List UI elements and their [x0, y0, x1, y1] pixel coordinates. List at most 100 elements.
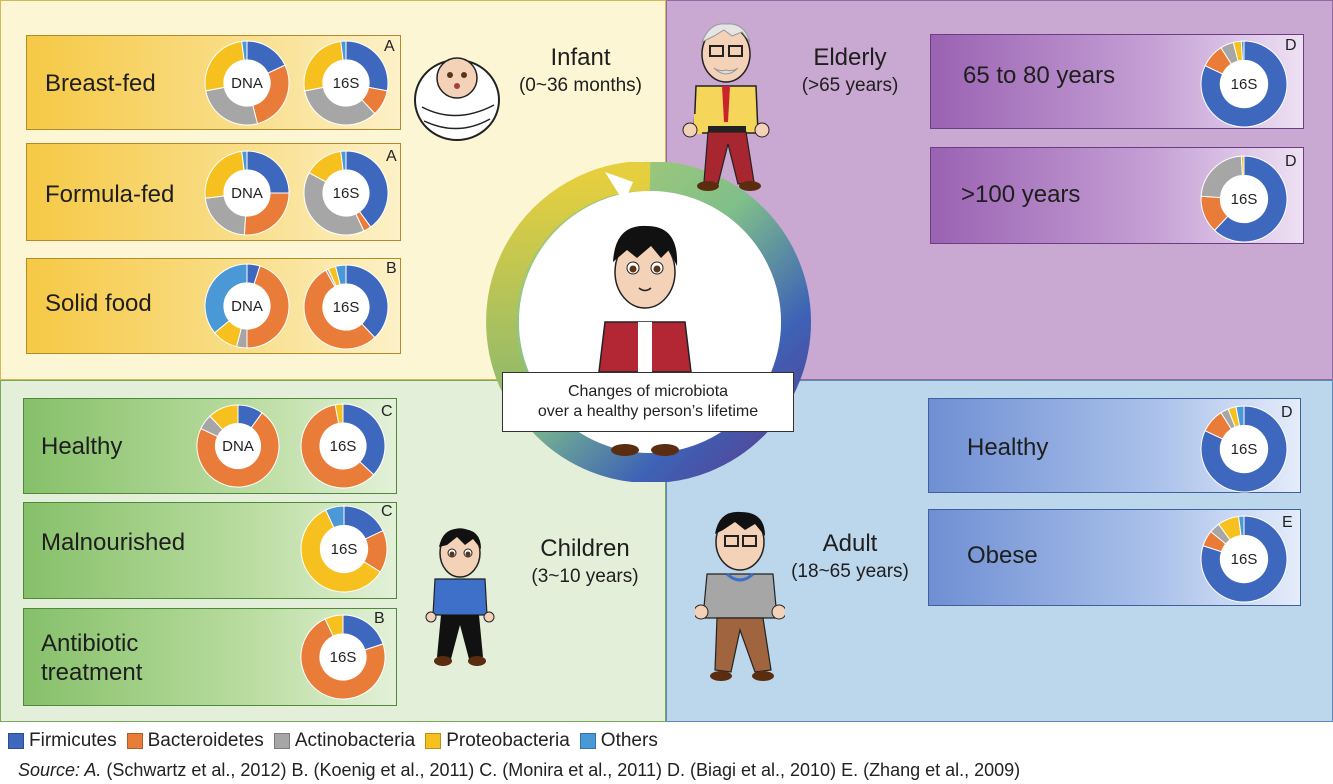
- donut-solidfood-dna: DNA: [204, 263, 290, 349]
- children-healthy-ref: C: [381, 403, 393, 420]
- infant-range: (0~36 months): [518, 75, 643, 96]
- lifecycle-ring: [486, 162, 811, 482]
- children-range: (3~10 years): [531, 566, 639, 587]
- source-label: Source: A.: [18, 760, 102, 780]
- malnourished-label: Malnourished: [41, 529, 186, 556]
- donut-formulafed-16s: 16S: [303, 150, 389, 236]
- adult-healthy-label: Healthy: [967, 434, 1049, 461]
- legend-label: Firmicutes: [29, 730, 117, 751]
- donut-breastfed-16s: 16S: [303, 40, 389, 126]
- donut-breastfed-dna: DNA: [204, 40, 290, 126]
- adult-man-icon: [695, 511, 785, 681]
- donut-method-label: 16S: [1231, 76, 1258, 93]
- donut-method-label: 16S: [333, 299, 360, 316]
- donut-hole: [319, 422, 367, 470]
- donut-method-label: 16S: [1231, 191, 1258, 208]
- source-line: Source: A. (Schwartz et al., 2012) B. (K…: [18, 760, 1020, 781]
- center-note-line1: Changes of microbiota: [567, 383, 729, 400]
- adult-stage-title: Adult (18~65 years): [775, 530, 925, 586]
- child-person-icon: [425, 528, 495, 666]
- legend-swatch: [8, 733, 24, 749]
- infant-baby-icon: [414, 57, 500, 141]
- children-title: Children: [540, 535, 630, 562]
- legend-item-others: Others: [579, 730, 658, 752]
- ring-gap-arrow: [605, 172, 633, 224]
- donut-hole: [319, 633, 367, 681]
- obese-ref: E: [1282, 514, 1293, 531]
- donut-method-label: DNA: [231, 75, 263, 92]
- donut-hole: [1220, 535, 1268, 583]
- donut-malnourished-16s: 16S: [300, 505, 388, 593]
- elderly-stage-title: Elderly (>65 years): [780, 44, 920, 100]
- donut-hole: [320, 525, 368, 573]
- formulafed-ref: A: [386, 148, 397, 165]
- elderly-title: Elderly: [813, 44, 887, 71]
- donut-obese-16s: 16S: [1200, 515, 1288, 603]
- donut-segment-firmicutes: [1213, 155, 1288, 243]
- donut-method-label: 16S: [330, 438, 357, 455]
- donut-hole: [1220, 425, 1268, 473]
- adult-healthy-ref: D: [1281, 404, 1293, 421]
- donut-method-label: 16S: [333, 185, 360, 202]
- source-text: (Schwartz et al., 2012) B. (Koenig et al…: [101, 760, 1021, 780]
- legend-label: Proteobacteria: [446, 730, 570, 751]
- obese-label: Obese: [967, 542, 1038, 569]
- donut-hole: [223, 282, 271, 330]
- legend-item-proteobacteria: Proteobacteria: [425, 730, 570, 752]
- donut-method-label: 16S: [333, 75, 360, 92]
- elderly-100-label: >100 years: [961, 181, 1081, 208]
- donut-hole: [215, 423, 261, 469]
- legend-label: Others: [600, 730, 658, 751]
- donut-formulafed-dna: DNA: [204, 150, 290, 236]
- donut-hole: [223, 169, 271, 217]
- infant-stage-title: Infant (0~36 months): [498, 44, 663, 100]
- antibiotic-label-line2: treatment: [41, 659, 143, 686]
- breastfed-ref: A: [384, 38, 395, 55]
- donut-adult-healthy-16s: 16S: [1200, 405, 1288, 493]
- legend-label: Bacteroidetes: [147, 730, 264, 751]
- donut-hole: [322, 283, 370, 331]
- donut-antibiotic-16s: 16S: [300, 614, 386, 700]
- elderly-range: (>65 years): [801, 75, 899, 96]
- solidfood-ref: B: [386, 260, 397, 277]
- donut-method-label: 16S: [1231, 551, 1258, 568]
- legend-item-bacteroidetes: Bacteroidetes: [126, 730, 264, 752]
- solidfood-label: Solid food: [45, 290, 152, 317]
- donut-method-label: DNA: [231, 185, 263, 202]
- legend: Firmicutes Bacteroidetes Actinobacteria Pro…: [8, 730, 668, 752]
- children-healthy-label: Healthy: [41, 433, 123, 460]
- donut-hole: [1220, 175, 1268, 223]
- infant-title: Infant: [550, 44, 611, 71]
- elderly-65-80-ref: D: [1285, 37, 1297, 54]
- donut-method-label: 16S: [331, 541, 358, 558]
- breastfed-label: Breast-fed: [45, 70, 156, 97]
- legend-label: Actinobacteria: [294, 730, 416, 751]
- donut-method-label: 16S: [330, 649, 357, 666]
- donut-elderly-100-16s: 16S: [1200, 155, 1288, 243]
- adult-range: (18~65 years): [791, 561, 909, 582]
- donut-method-label: 16S: [1231, 441, 1258, 458]
- formulafed-label: Formula-fed: [45, 181, 175, 208]
- legend-swatch: [425, 733, 442, 749]
- donut-method-label: DNA: [231, 298, 263, 315]
- elderly-person-icon: [682, 23, 770, 191]
- elderly-100-ref: D: [1285, 153, 1297, 170]
- legend-item-firmicutes: Firmicutes: [8, 730, 117, 752]
- legend-swatch: [273, 733, 290, 749]
- legend-swatch: [126, 733, 143, 749]
- donut-solidfood-16s: 16S: [303, 264, 389, 350]
- donut-hole: [322, 169, 370, 217]
- donut-method-label: DNA: [222, 438, 254, 455]
- donut-children-healthy-dna: DNA: [196, 404, 280, 488]
- antibiotic-label-line1: Antibiotic: [41, 630, 139, 657]
- center-note: Changes of microbiota over a healthy per…: [502, 372, 794, 432]
- donut-children-healthy-16s: 16S: [300, 403, 386, 489]
- donut-hole: [1220, 60, 1268, 108]
- donut-elderly-65-80-16s: 16S: [1200, 40, 1288, 128]
- donut-hole: [322, 59, 370, 107]
- children-stage-title: Children (3~10 years): [505, 535, 665, 591]
- ring-left-arc: [486, 162, 651, 411]
- antibiotic-ref: B: [374, 610, 385, 627]
- donut-hole: [223, 59, 271, 107]
- legend-swatch: [579, 733, 596, 749]
